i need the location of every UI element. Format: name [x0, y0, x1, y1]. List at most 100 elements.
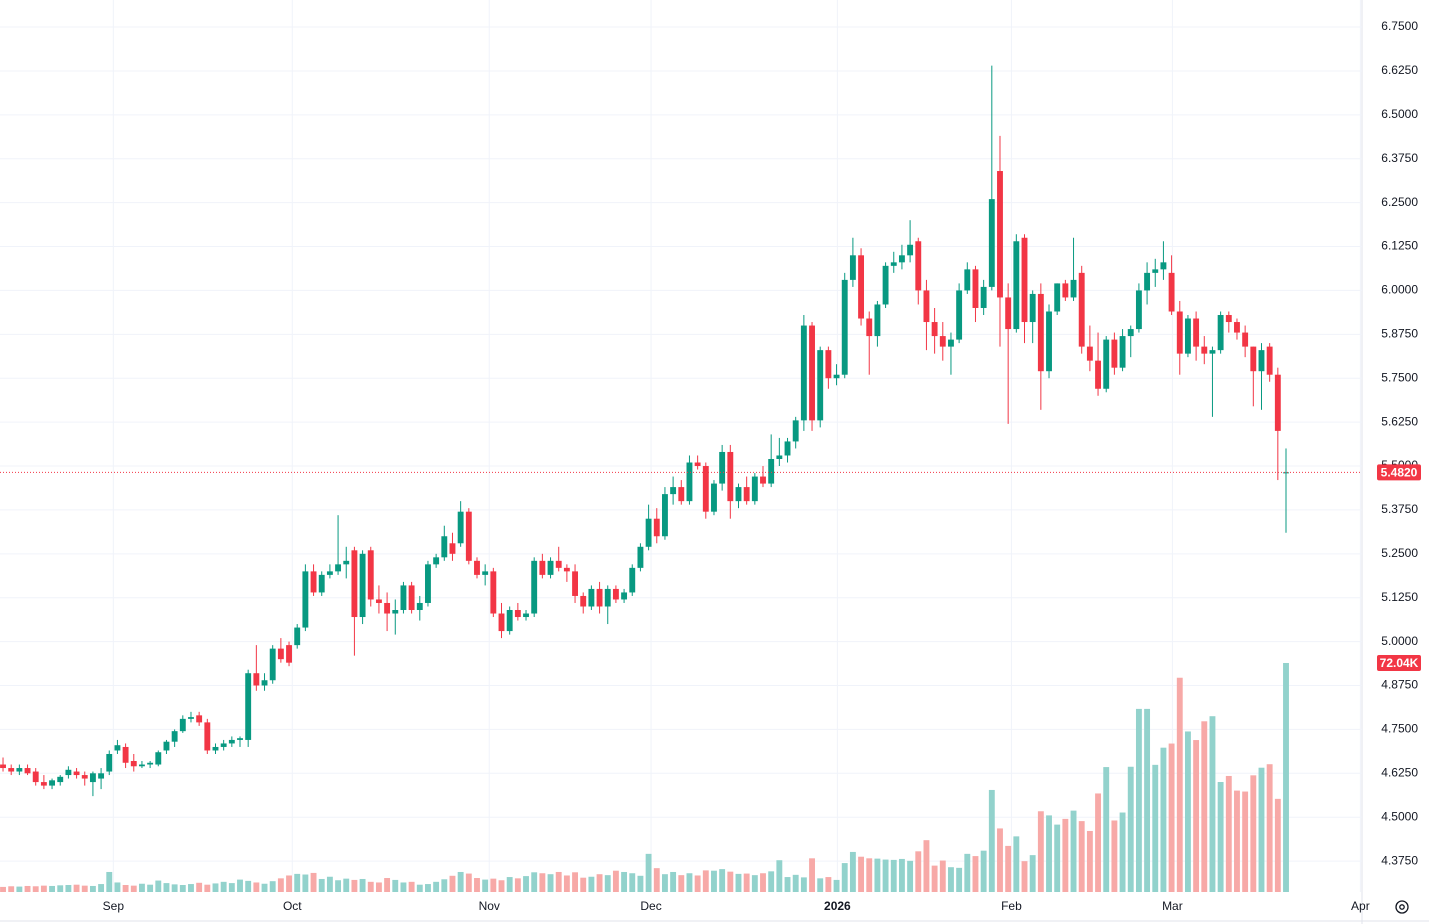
candle-body [711, 483, 717, 512]
x-tick-label: Feb [1001, 899, 1022, 913]
candle-body [1111, 339, 1118, 368]
volume-bar [269, 881, 276, 892]
volume-bar [155, 880, 162, 892]
volume-bar [49, 885, 55, 892]
candle-body [425, 564, 431, 603]
candle-body [1250, 346, 1257, 372]
y-tick-label: 5.3750 [1381, 502, 1418, 516]
candle-body [637, 546, 644, 568]
volume-bar [32, 886, 39, 892]
candle-body [465, 511, 472, 561]
volume-bar [915, 851, 922, 892]
candle-body [294, 627, 301, 646]
volume-bar [572, 872, 578, 892]
candle-body [49, 780, 55, 786]
candle-body [122, 746, 129, 763]
candle-body [326, 571, 333, 575]
candle-body [1242, 332, 1249, 347]
volume-bar [784, 877, 791, 892]
candle-body [1176, 311, 1183, 354]
volume-bar [1250, 775, 1257, 892]
grid [0, 0, 1362, 892]
candle-body [1144, 272, 1151, 291]
volume-bar [171, 884, 178, 892]
candle-body [147, 762, 154, 765]
volume-bar [375, 882, 382, 892]
candle-body [604, 588, 611, 607]
volume-bar [988, 789, 995, 892]
candle-body [310, 571, 317, 593]
settings-icon[interactable] [1395, 900, 1409, 914]
candle-body [318, 574, 325, 593]
volume-bar [1217, 782, 1224, 892]
volume-bar [294, 873, 301, 892]
volume-bar [1258, 767, 1265, 892]
candle-body [531, 560, 538, 614]
candle-body [1062, 283, 1069, 298]
volume-bar [24, 885, 31, 892]
candle-body [817, 350, 824, 421]
candle-body [1119, 336, 1126, 368]
volume-bar [310, 872, 317, 892]
volume-bar [514, 878, 521, 892]
candle-body [1184, 318, 1191, 354]
volume-bar [1062, 818, 1069, 892]
volume-bar [547, 874, 554, 892]
volume-bar [760, 873, 766, 892]
volume-bar [65, 885, 72, 892]
volume-bar [825, 877, 832, 892]
candle-body [898, 255, 905, 263]
y-tick-label: 4.3750 [1381, 853, 1418, 867]
y-tick-label: 5.1250 [1381, 590, 1418, 604]
candle-body [196, 715, 203, 723]
candle-body [980, 286, 987, 308]
candle-body [155, 752, 162, 765]
candle-body [204, 722, 211, 751]
volume-bar [751, 875, 758, 892]
volume-bar [498, 880, 505, 892]
volume-bar [465, 873, 472, 892]
candle-body [866, 318, 873, 337]
y-tick-label: 4.5000 [1381, 809, 1418, 823]
volume-bar [629, 873, 636, 892]
volume-bar [980, 850, 987, 892]
candle-body [776, 455, 783, 459]
candle-body [441, 536, 448, 558]
candle-body [1054, 283, 1061, 312]
y-tick-label: 4.7500 [1381, 722, 1418, 736]
candle-body [16, 768, 23, 772]
volume-bar [98, 884, 105, 892]
candle-body [653, 518, 660, 537]
y-tick-label: 6.3750 [1381, 151, 1418, 165]
candle-body [139, 764, 145, 767]
volume-bar [1242, 791, 1249, 892]
volume-bar [367, 881, 374, 892]
candle-body [179, 718, 186, 732]
candle-body [408, 585, 415, 611]
volume-bar [482, 879, 489, 892]
candle-body [1152, 269, 1159, 273]
volume-bar [1135, 708, 1142, 892]
volume-bar [302, 874, 309, 892]
volume-bar [425, 884, 431, 892]
candle-body [237, 738, 243, 740]
volume-bar [637, 875, 644, 892]
x-tick-label: Nov [479, 899, 500, 913]
candle-body [670, 487, 677, 495]
candle-body [972, 269, 979, 308]
volume-bar [931, 865, 938, 892]
volume-bar [326, 876, 333, 892]
volume-bar [563, 875, 570, 892]
candle-body [849, 255, 856, 280]
volume-bar [1152, 764, 1159, 892]
volume-bar [874, 858, 881, 892]
volume-bar [106, 871, 113, 892]
volume-bar [335, 880, 342, 892]
y-tick-label: 5.6250 [1381, 414, 1418, 428]
volume-bar [792, 874, 799, 892]
candle-body [269, 648, 276, 681]
volume-bar [196, 882, 203, 892]
y-tick-label: 4.6250 [1381, 765, 1418, 779]
candle-body [563, 567, 570, 572]
candle-body [130, 761, 137, 767]
